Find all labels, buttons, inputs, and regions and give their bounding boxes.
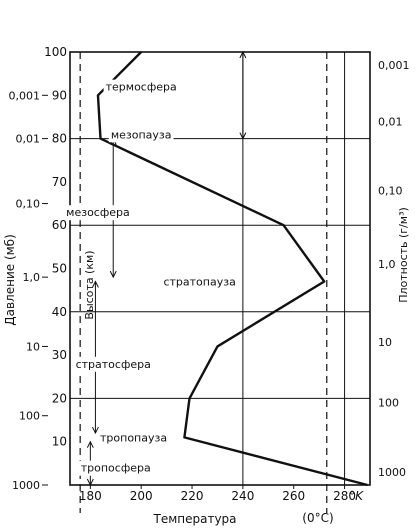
density-tick-label: 1000 [378,466,406,479]
height-tick-label: 80 [52,132,67,146]
mesosphere-arrow-head-bottom [109,270,117,279]
layer-annotation: тропосфера [81,462,151,475]
pressure-tick-label: 0,01 [16,133,41,146]
annotation-background [108,127,174,143]
pressure-axis-label: Давление (мб) [3,234,17,326]
annotation-background [161,274,238,290]
layer-annotation: тропопауза [100,431,167,444]
annotation-background [64,205,132,221]
pressure-tick-label: 1,0 [23,271,41,284]
pressure-tick-label: 0,10 [16,198,41,211]
temperature-profile-line [96,51,368,487]
height-tick-label: 40 [52,305,67,319]
height-tick-label: 30 [52,348,67,362]
height-tick-label: 10 [52,435,67,449]
x-tick-label: 200 [130,489,153,503]
height-axis-label: Высота (км) [83,250,96,319]
layer-annotation: стратопауза [163,275,235,288]
stratosphere-arrow-head-bottom [91,426,99,435]
annotation-background [78,460,153,476]
x-tick-label: 260 [282,489,305,503]
layer-annotation: стратосфера [76,358,151,371]
height-tick-label: 50 [52,262,67,276]
density-tick-label: 10 [378,336,392,349]
pressure-tick-label: 10 [26,340,40,353]
annotation-background [73,356,153,372]
density-axis-label: Плотность (г/м³) [397,207,410,303]
pressure-tick-label: 100 [19,410,40,423]
height-tick-label: 20 [52,391,67,405]
x-tick-label: 280 [333,489,356,503]
height-tick-label: 90 [52,88,67,102]
height-tick-label: 70 [52,175,67,189]
layer-annotations: термосфера мезопауза мезосфера стратопауза с… [64,79,238,476]
layer-annotation: мезосфера [66,206,130,219]
pressure-tick-label: 0,001 [9,89,41,102]
temperature-profile-series [96,51,368,487]
x-axis-label: Температура [152,512,236,526]
density-tick-label: 0,001 [378,59,410,72]
density-tick-label: 0,10 [378,185,403,198]
height-tick-label: 60 [52,218,67,232]
x-tick-label: 220 [181,489,204,503]
pressure-tick-label: 1000 [12,479,40,492]
density-tick-label: 0,01 [378,115,403,128]
x-axis-unit-celsius: (0°C) [302,511,333,525]
density-tick-label: 100 [378,397,399,410]
thermosphere-arrow-head-bottom [239,132,247,140]
layer-annotation: мезопауза [111,128,172,141]
annotation-background [103,79,179,95]
density-tick-label: 1,0 [378,258,396,271]
x-tick-label: 240 [231,489,254,503]
layer-range-arrows [86,50,247,487]
dashed-reference-lines [79,52,328,513]
x-tick-label: 180 [79,489,102,503]
annotation-background [98,430,170,446]
x-axis-unit-kelvin: °K [349,489,364,503]
grid-layer [70,52,370,485]
plot-frame [69,51,371,486]
height-tick-label: 100 [44,45,67,59]
tick-labels: 180 200 220 240 260 2801020304050607080901000… [9,45,410,503]
stratosphere-arrow-head-top [91,280,99,288]
layer-annotation: термосфера [106,81,177,94]
troposphere-arrow-head-top [86,440,94,448]
